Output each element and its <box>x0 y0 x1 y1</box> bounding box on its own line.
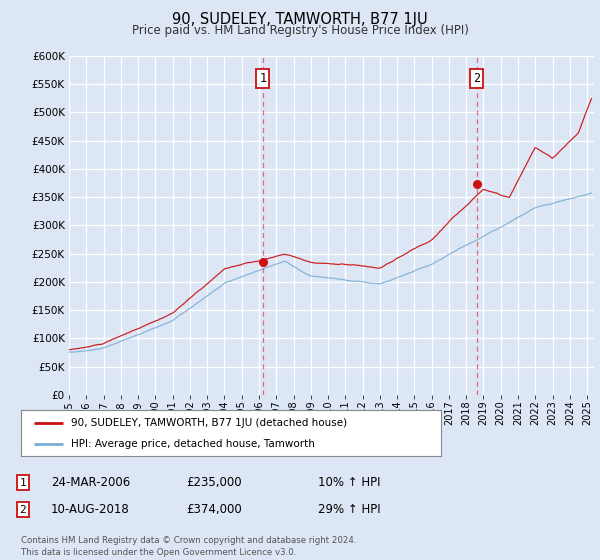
Text: Contains HM Land Registry data © Crown copyright and database right 2024.
This d: Contains HM Land Registry data © Crown c… <box>21 536 356 557</box>
Text: 10% ↑ HPI: 10% ↑ HPI <box>318 476 380 489</box>
Text: HPI: Average price, detached house, Tamworth: HPI: Average price, detached house, Tamw… <box>71 439 315 449</box>
Text: 2: 2 <box>473 72 481 85</box>
Text: 2: 2 <box>19 505 26 515</box>
Text: Price paid vs. HM Land Registry's House Price Index (HPI): Price paid vs. HM Land Registry's House … <box>131 24 469 36</box>
Text: 1: 1 <box>19 478 26 488</box>
Text: £235,000: £235,000 <box>186 476 242 489</box>
Text: 1: 1 <box>259 72 266 85</box>
Text: 10-AUG-2018: 10-AUG-2018 <box>51 503 130 516</box>
Text: 90, SUDELEY, TAMWORTH, B77 1JU (detached house): 90, SUDELEY, TAMWORTH, B77 1JU (detached… <box>71 418 347 428</box>
Text: 90, SUDELEY, TAMWORTH, B77 1JU: 90, SUDELEY, TAMWORTH, B77 1JU <box>172 12 428 27</box>
Text: 24-MAR-2006: 24-MAR-2006 <box>51 476 130 489</box>
Text: 29% ↑ HPI: 29% ↑ HPI <box>318 503 380 516</box>
Text: £374,000: £374,000 <box>186 503 242 516</box>
